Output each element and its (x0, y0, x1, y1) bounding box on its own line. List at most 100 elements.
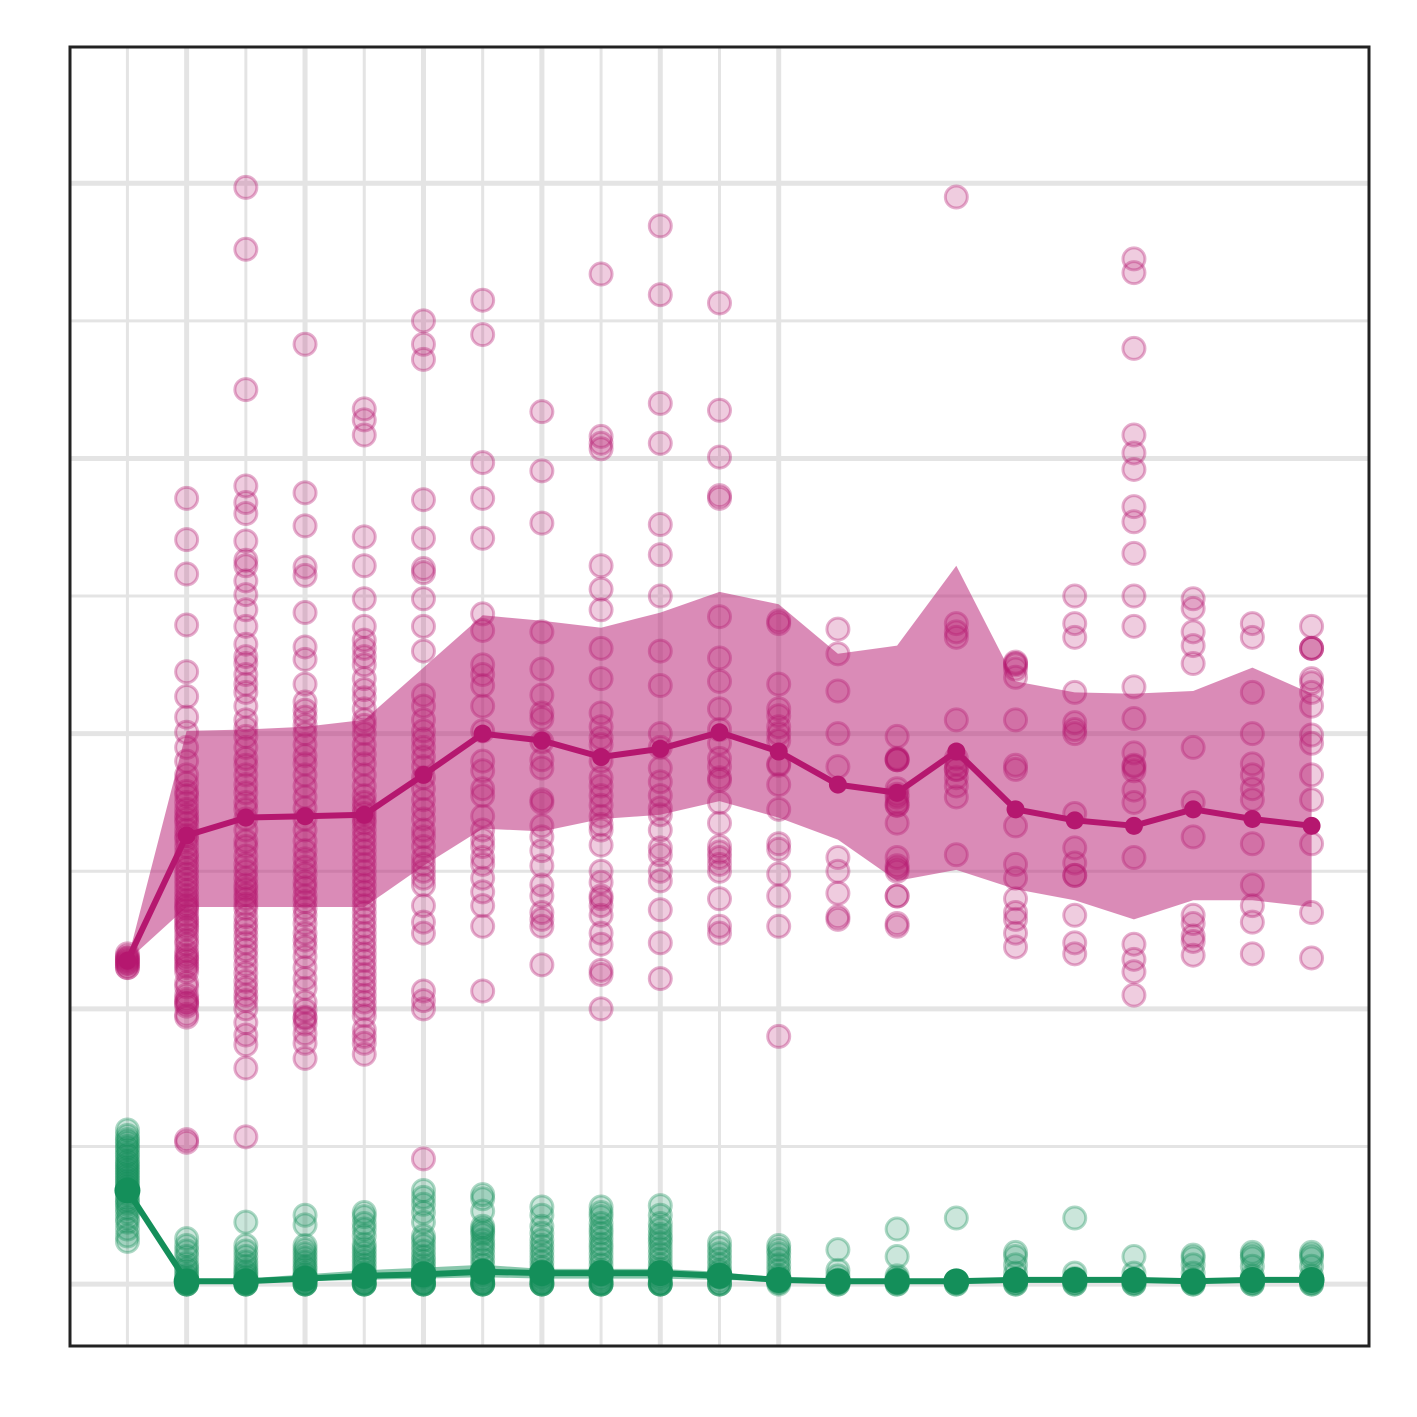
magenta-data-point (1062, 850, 1088, 876)
green-mean-marker (943, 1268, 970, 1295)
magenta-mean-marker (1065, 811, 1084, 830)
magenta-data-point (292, 883, 318, 909)
magenta-data-point (470, 693, 496, 719)
magenta-data-point (825, 880, 851, 906)
green-data-point (292, 1241, 318, 1267)
magenta-data-point (410, 734, 436, 760)
magenta-data-point (707, 913, 732, 939)
magenta-data-point (351, 396, 377, 422)
magenta-data-point (647, 638, 673, 664)
magenta-data-point (529, 813, 555, 839)
magenta-data-point (351, 955, 377, 981)
magenta-data-point (410, 787, 436, 813)
magenta-data-point (884, 883, 910, 909)
green-data-point (470, 1198, 496, 1224)
magenta-data-point (351, 721, 377, 747)
green-data-point (114, 1209, 140, 1235)
magenta-mean-marker (355, 805, 374, 824)
magenta-data-point (707, 696, 732, 722)
magenta-data-point (1121, 422, 1147, 448)
magenta-data-point (825, 754, 851, 780)
magenta-data-point (588, 883, 614, 909)
magenta-data-point (410, 796, 436, 822)
green-data-point (410, 1233, 436, 1259)
magenta-data-point (233, 1032, 259, 1058)
green-data-point (529, 1233, 555, 1259)
magenta-data-point (588, 902, 614, 928)
magenta-data-point (1180, 928, 1206, 954)
magenta-data-point (351, 968, 377, 994)
magenta-data-point (292, 689, 318, 715)
green-data-point (766, 1237, 792, 1263)
green-data-point (292, 1212, 318, 1238)
magenta-data-point (292, 697, 318, 723)
green-data-point (174, 1226, 200, 1252)
magenta-data-point (707, 920, 732, 946)
magenta-data-point (174, 986, 200, 1012)
magenta-data-point (351, 677, 377, 703)
magenta-ci-band (127, 565, 1312, 961)
magenta-data-point (588, 811, 614, 837)
magenta-data-point (766, 836, 792, 862)
magenta-data-point (292, 1030, 318, 1056)
magenta-data-point (1121, 959, 1147, 985)
magenta-data-point (292, 997, 318, 1023)
magenta-data-point (174, 909, 200, 935)
magenta-data-point (410, 1146, 436, 1172)
magenta-data-point (233, 937, 259, 963)
magenta-data-point (588, 430, 614, 456)
magenta-data-point (292, 1011, 318, 1037)
magenta-data-point (351, 831, 377, 857)
magenta-data-point (351, 712, 377, 738)
magenta-data-point (174, 659, 200, 685)
magenta-data-point (410, 872, 436, 898)
magenta-data-point (884, 911, 910, 937)
magenta-data-point (588, 869, 614, 895)
magenta-data-point (410, 806, 436, 832)
green-data-point (647, 1226, 673, 1252)
magenta-data-point (233, 911, 259, 937)
green-data-point (529, 1227, 555, 1253)
magenta-data-point (1121, 946, 1147, 972)
magenta-data-point (1121, 440, 1147, 466)
magenta-data-point (410, 707, 436, 733)
magenta-data-point (529, 952, 555, 978)
magenta-data-point (233, 1124, 259, 1150)
magenta-data-point (351, 996, 377, 1022)
green-data-point (470, 1219, 496, 1245)
green-data-point (233, 1209, 259, 1235)
green-data-point (1299, 1242, 1325, 1268)
magenta-data-point (233, 960, 259, 986)
magenta-mean-marker (414, 765, 433, 784)
magenta-data-point (1180, 650, 1206, 676)
magenta-data-point (233, 473, 259, 499)
magenta-data-point (410, 682, 436, 708)
magenta-data-point (351, 886, 377, 912)
magenta-mean-marker (296, 807, 315, 826)
magenta-data-point (1299, 730, 1325, 756)
magenta-data-point (233, 1010, 259, 1036)
magenta-data-point (470, 783, 496, 809)
green-data-point (114, 1127, 140, 1153)
magenta-data-point (410, 996, 436, 1022)
magenta-data-point (292, 743, 318, 769)
green-data-point (233, 1238, 259, 1264)
magenta-data-point (351, 422, 377, 448)
magenta-data-point (766, 703, 792, 729)
magenta-data-point (292, 975, 318, 1001)
green-data-point (588, 1220, 614, 1246)
magenta-data-point (647, 966, 673, 992)
green-data-point (292, 1202, 318, 1228)
green-data-point (114, 1133, 140, 1159)
magenta-data-point (351, 762, 377, 788)
magenta-data-point (1299, 670, 1325, 696)
magenta-data-point (351, 872, 377, 898)
magenta-data-point (233, 916, 259, 942)
magenta-data-point (766, 772, 792, 798)
magenta-data-point (884, 883, 910, 909)
magenta-data-point (588, 666, 614, 692)
magenta-data-point (1121, 931, 1147, 957)
magenta-data-point (766, 883, 792, 909)
magenta-data-point (174, 993, 200, 1019)
magenta-data-point (351, 975, 377, 1001)
